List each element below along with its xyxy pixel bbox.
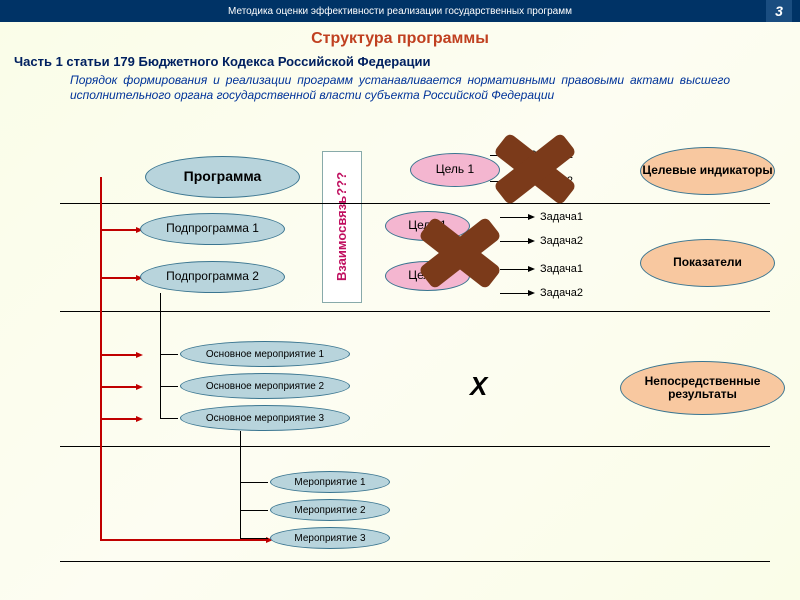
- section-divider: [60, 311, 770, 312]
- tree-connector: [160, 293, 161, 419]
- red-connector: [100, 277, 138, 279]
- program-node: Мероприятие 3: [270, 527, 390, 549]
- program-node: Основное мероприятие 2: [180, 373, 350, 399]
- section-divider: [60, 446, 770, 447]
- task-label: Задача2: [540, 287, 583, 299]
- page-title: Структура программы: [0, 30, 800, 48]
- indicator-node: Непосредственные результаты: [620, 361, 785, 415]
- arrow-icon: [528, 290, 535, 296]
- tree-connector: [240, 482, 268, 483]
- program-node: Основное мероприятие 3: [180, 405, 350, 431]
- task-label: Задача1: [540, 211, 583, 223]
- subtitle: Часть 1 статьи 179 Бюджетного Кодекса Ро…: [14, 54, 800, 69]
- red-connector: [100, 539, 268, 541]
- program-node: Мероприятие 1: [270, 471, 390, 493]
- tree-connector: [160, 354, 178, 355]
- arrow-icon: [528, 214, 535, 220]
- task-label: Задача2: [540, 235, 583, 247]
- red-connector: [100, 386, 138, 388]
- arrow-icon: [528, 238, 535, 244]
- cross-icon: [425, 223, 495, 283]
- red-connector: [100, 418, 138, 420]
- program-node: Мероприятие 2: [270, 499, 390, 521]
- tree-connector: [240, 538, 268, 539]
- program-node: Подпрограмма 1: [140, 213, 285, 245]
- program-node: Основное мероприятие 1: [180, 341, 350, 367]
- red-connector: [100, 229, 138, 231]
- diagram-canvas: Задача1Задача2Задача1Задача2Задача1Задач…: [0, 111, 800, 591]
- indicator-node: Целевые индикаторы: [640, 147, 775, 195]
- tree-connector: [240, 431, 241, 539]
- program-node: Программа: [145, 156, 300, 198]
- section-divider: [60, 203, 770, 204]
- arrow-icon: [528, 266, 535, 272]
- indicator-node: Показатели: [640, 239, 775, 287]
- page-number: 3: [766, 0, 792, 22]
- task-label: Задача1: [540, 263, 583, 275]
- goal-node: Цель 1: [410, 153, 500, 187]
- header-text: Методика оценки эффективности реализации…: [228, 6, 572, 17]
- description: Порядок формирования и реализации програ…: [70, 73, 730, 103]
- relationship-label: Взаимосвязь???: [334, 172, 349, 281]
- section-divider: [60, 561, 770, 562]
- cross-icon: [500, 139, 570, 199]
- x-mark: Х: [470, 371, 487, 402]
- arrow-icon: [136, 352, 143, 358]
- program-node: Подпрограмма 2: [140, 261, 285, 293]
- red-connector: [100, 354, 138, 356]
- header-bar: Методика оценки эффективности реализации…: [0, 0, 800, 22]
- tree-connector: [160, 386, 178, 387]
- tree-connector: [160, 418, 178, 419]
- red-spine: [100, 177, 102, 541]
- tree-connector: [240, 510, 268, 511]
- arrow-icon: [136, 416, 143, 422]
- arrow-icon: [136, 384, 143, 390]
